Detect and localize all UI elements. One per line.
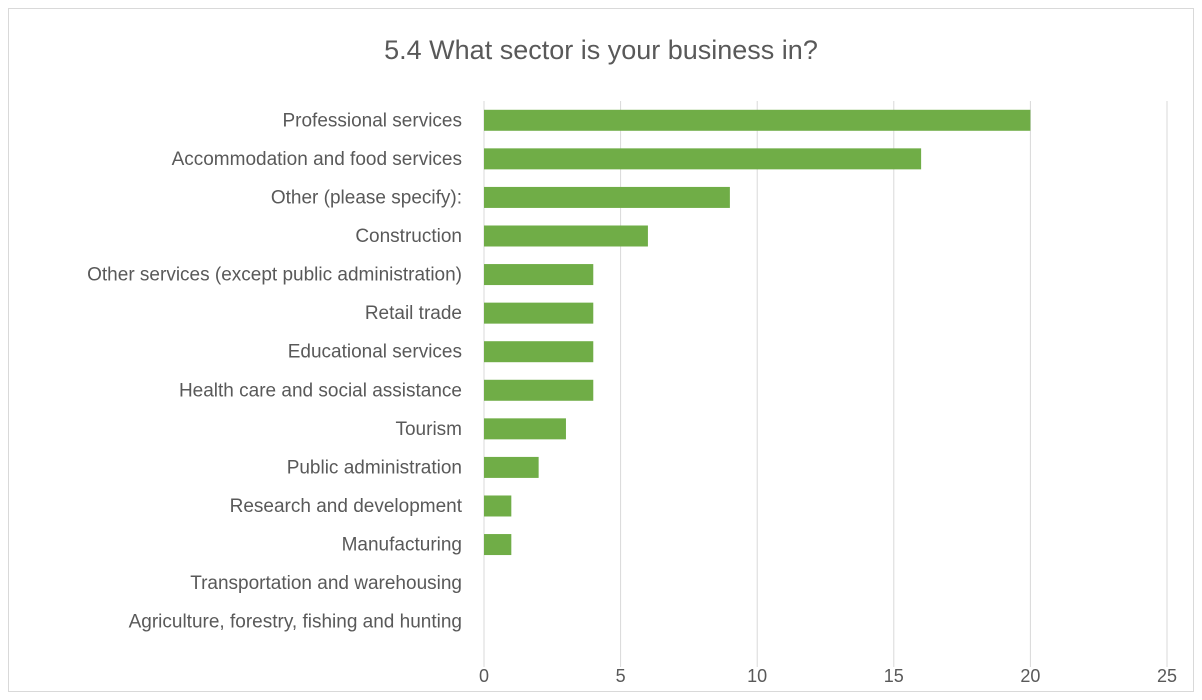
x-tick-label: 15 [884, 666, 904, 686]
bar [484, 264, 594, 286]
category-label: Retail trade [365, 303, 462, 324]
category-label: Manufacturing [342, 535, 462, 556]
category-label: Professional services [282, 110, 462, 131]
x-tick-label: 20 [1020, 666, 1040, 686]
bar [484, 148, 922, 170]
x-tick-label: 5 [616, 666, 626, 686]
chart-title: 5.4 What sector is your business in? [384, 35, 818, 65]
bar [484, 225, 648, 247]
category-label: Construction [355, 226, 462, 247]
category-label: Other (please specify): [271, 187, 462, 208]
x-tick-label: 25 [1157, 666, 1177, 686]
bar [484, 379, 594, 401]
category-label: Educational services [288, 342, 462, 363]
category-label: Research and development [230, 496, 463, 517]
bar [484, 534, 512, 556]
x-tick-label: 10 [747, 666, 767, 686]
category-label: Tourism [395, 419, 462, 440]
category-labels: Professional services Accommodation and f… [87, 110, 463, 632]
bar [484, 418, 566, 440]
bar [484, 302, 594, 324]
bar [484, 186, 730, 208]
bar [484, 495, 512, 517]
category-label: Other services (except public administra… [87, 265, 462, 286]
bars [484, 109, 1031, 556]
x-tick-label: 0 [479, 666, 489, 686]
bar [484, 341, 594, 363]
x-tick-labels: 0 5 10 15 20 25 [479, 666, 1177, 686]
category-label: Public administration [287, 457, 462, 478]
category-label: Agriculture, forestry, fishing and hunti… [129, 612, 462, 633]
category-label: Transportation and warehousing [190, 573, 462, 594]
bar [484, 109, 1031, 131]
category-label: Health care and social assistance [179, 380, 462, 401]
category-label: Accommodation and food services [172, 149, 462, 170]
bar [484, 456, 539, 478]
